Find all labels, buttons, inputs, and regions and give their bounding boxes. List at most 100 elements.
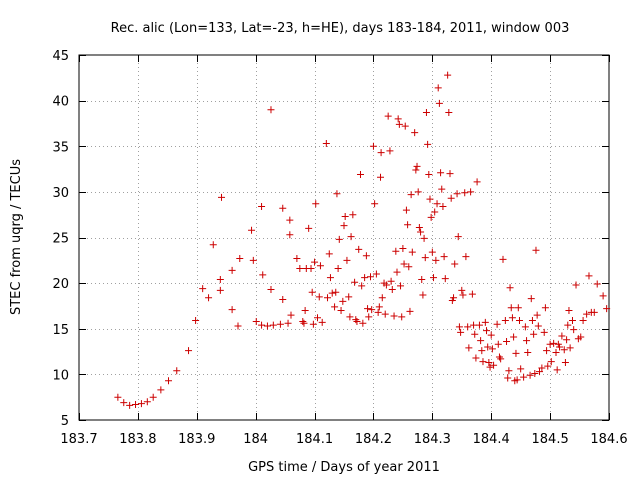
data-point [374, 308, 382, 316]
y-tick-label: 30 [52, 186, 69, 201]
axis-ticks [79, 55, 610, 421]
data-point [445, 108, 453, 116]
data-point [279, 296, 287, 304]
chart-title: Rec. alic (Lon=133, Lat=-23, h=HE), days… [111, 21, 570, 36]
data-point [497, 355, 505, 363]
y-tick-label: 25 [52, 232, 69, 247]
data-point [546, 340, 554, 348]
data-point [311, 258, 319, 266]
data-point [558, 332, 566, 340]
data-point [120, 399, 128, 407]
data-point [405, 263, 413, 271]
data-point [566, 344, 574, 352]
data-point [465, 344, 473, 352]
data-point [504, 374, 512, 382]
data-point [137, 400, 145, 408]
data-point [394, 115, 402, 123]
data-point [459, 291, 467, 299]
data-point [556, 343, 564, 351]
data-point [453, 190, 461, 198]
data-point [510, 333, 518, 341]
data-point [356, 171, 364, 179]
data-point [432, 256, 440, 264]
data-point [384, 112, 392, 120]
data-point [495, 353, 503, 361]
data-point [426, 195, 434, 203]
data-point [388, 286, 396, 294]
data-point [402, 206, 410, 214]
data-point [427, 213, 435, 221]
data-point [185, 347, 193, 355]
data-point [267, 106, 275, 114]
y-tick-label: 10 [52, 368, 69, 383]
data-point [563, 336, 571, 344]
data-point [568, 317, 576, 325]
data-point [523, 337, 531, 345]
data-point [192, 317, 200, 325]
data-point [332, 288, 340, 296]
y-tick-label: 35 [52, 140, 69, 155]
data-point [533, 311, 541, 319]
data-point [437, 169, 445, 177]
data-point [286, 216, 294, 224]
data-point [392, 247, 400, 255]
data-point [352, 316, 360, 324]
data-point [435, 99, 443, 107]
data-point [369, 142, 377, 150]
grid-lines [79, 55, 609, 420]
data-point [324, 294, 332, 302]
data-point [599, 292, 607, 300]
data-point [267, 286, 275, 294]
data-point [603, 305, 611, 313]
data-point [314, 314, 321, 322]
x-tick-label: 184.5 [532, 432, 569, 447]
data-point [299, 317, 307, 325]
data-point [339, 297, 347, 305]
data-point [258, 202, 266, 210]
data-point [541, 304, 549, 312]
data-point [308, 288, 316, 296]
data-point [579, 317, 587, 325]
data-point [397, 282, 405, 290]
data-point [524, 348, 532, 356]
data-point [508, 314, 516, 322]
data-point [517, 365, 525, 373]
data-point [590, 308, 598, 316]
data-point [527, 295, 535, 303]
x-axis-label: GPS time / Days of year 2011 [248, 460, 440, 475]
data-point [431, 208, 439, 216]
data-point [340, 222, 348, 230]
data-point [457, 328, 465, 336]
data-point [477, 337, 485, 345]
y-tick-labels: 5 10 15 20 25 30 35 40 45 [52, 49, 69, 429]
data-point [358, 282, 366, 290]
data-point [440, 253, 448, 261]
data-point [149, 393, 157, 401]
data-point [438, 185, 446, 193]
data-point [552, 348, 560, 356]
data-points [114, 71, 611, 409]
data-point [493, 320, 501, 328]
data-point [417, 228, 425, 236]
y-tick-label: 20 [52, 277, 69, 292]
data-point [307, 265, 315, 273]
data-point [414, 188, 422, 196]
data-point [404, 221, 412, 229]
data-point [534, 322, 542, 330]
x-tick-label: 183.7 [60, 432, 97, 447]
data-point [328, 289, 336, 297]
data-point [484, 343, 492, 351]
data-point [553, 366, 561, 374]
data-point [561, 359, 569, 367]
data-point [157, 386, 165, 394]
data-point [205, 294, 213, 302]
data-point [470, 321, 478, 329]
data-point [485, 359, 493, 367]
data-point [479, 358, 487, 366]
data-point [455, 323, 463, 331]
data-point [234, 322, 242, 330]
data-point [309, 320, 317, 328]
data-point [420, 234, 428, 242]
data-point [199, 285, 207, 293]
data-point [540, 328, 548, 336]
